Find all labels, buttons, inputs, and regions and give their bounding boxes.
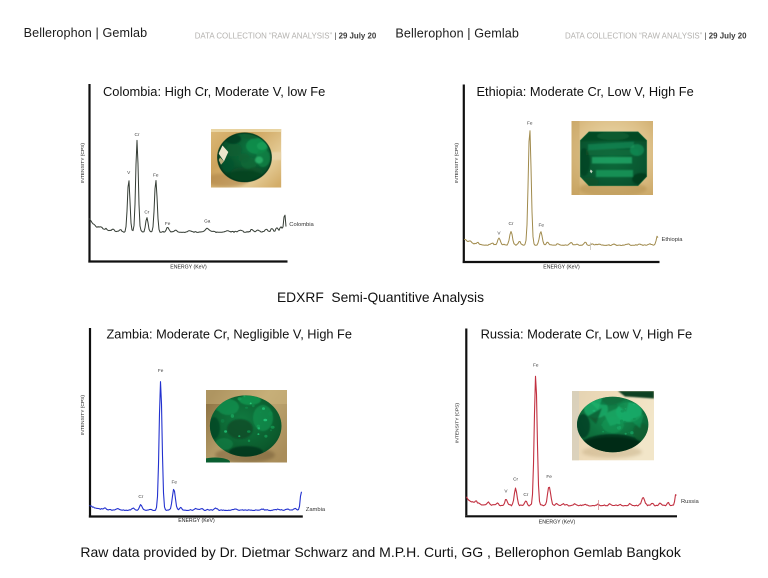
svg-text:DATA COLLECTION “RAW ANALYSIS”: DATA COLLECTION “RAW ANALYSIS” | 29 July… (195, 32, 377, 41)
svg-text:Cr: Cr (135, 132, 140, 137)
svg-text:INTENSITY (CPS): INTENSITY (CPS) (80, 395, 86, 435)
svg-text:Ethiopia: Ethiopia (662, 237, 684, 243)
svg-text:Fe: Fe (539, 223, 545, 228)
svg-text:Fe: Fe (527, 121, 533, 126)
svg-text:ENERGY (KeV): ENERGY (KeV) (543, 265, 580, 271)
svg-text:Colombia: High Cr, Moderate V,: Colombia: High Cr, Moderate V, low Fe (103, 84, 325, 99)
svg-text:Russia: Moderate Cr, Low V, Hi: Russia: Moderate Cr, Low V, High Fe (481, 327, 693, 342)
svg-text:Raw data provided by Dr. Dietm: Raw data provided by Dr. Dietmar Schwarz… (80, 544, 681, 560)
svg-text:INTENSITY (CPS): INTENSITY (CPS) (80, 143, 86, 183)
svg-text:Cr: Cr (513, 477, 518, 482)
svg-text:Fe: Fe (172, 480, 178, 485)
svg-text:Bellerophon | Gemlab: Bellerophon | Gemlab (24, 26, 148, 40)
svg-text:Zambia: Zambia (306, 507, 326, 513)
svg-text:Fe: Fe (158, 368, 164, 373)
svg-text:Fe: Fe (165, 221, 171, 226)
svg-text:Fe: Fe (546, 474, 552, 479)
svg-text:INTENSITY (CPS): INTENSITY (CPS) (455, 403, 461, 443)
svg-text:ENERGY (KeV): ENERGY (KeV) (170, 265, 207, 271)
svg-text:Colombia: Colombia (289, 222, 314, 228)
svg-text:Cr: Cr (523, 492, 528, 497)
svg-text:Cr: Cr (509, 221, 514, 226)
svg-text:DATA COLLECTION “RAW ANALYSIS”: DATA COLLECTION “RAW ANALYSIS” | 29 July… (565, 32, 747, 41)
svg-text:Cr: Cr (144, 210, 149, 215)
svg-text:Cr: Cr (138, 494, 143, 499)
svg-text:Zambia: Moderate Cr, Negligibl: Zambia: Moderate Cr, Negligible V, High … (107, 327, 352, 342)
svg-text:V: V (127, 170, 131, 175)
svg-text:Fe: Fe (153, 173, 159, 178)
svg-text:Fe: Fe (533, 363, 539, 368)
svg-text:EDXRF Semi-Quantitive Analysi: EDXRF Semi-Quantitive Analysis (277, 290, 484, 305)
svg-text:INTENSITY (CPS): INTENSITY (CPS) (454, 143, 460, 183)
svg-text:Ethiopia: Moderate Cr, Low V,: Ethiopia: Moderate Cr, Low V, High Fe (477, 84, 694, 99)
svg-text:ENERGY (KeV): ENERGY (KeV) (539, 520, 576, 526)
svg-text:V: V (504, 489, 508, 494)
svg-text:Ga: Ga (204, 219, 211, 224)
svg-text:ENERGY (KeV): ENERGY (KeV) (178, 518, 215, 524)
svg-text:V: V (497, 231, 501, 236)
svg-text:Bellerophon | Gemlab: Bellerophon | Gemlab (395, 26, 519, 40)
svg-text:Russia: Russia (681, 499, 699, 505)
